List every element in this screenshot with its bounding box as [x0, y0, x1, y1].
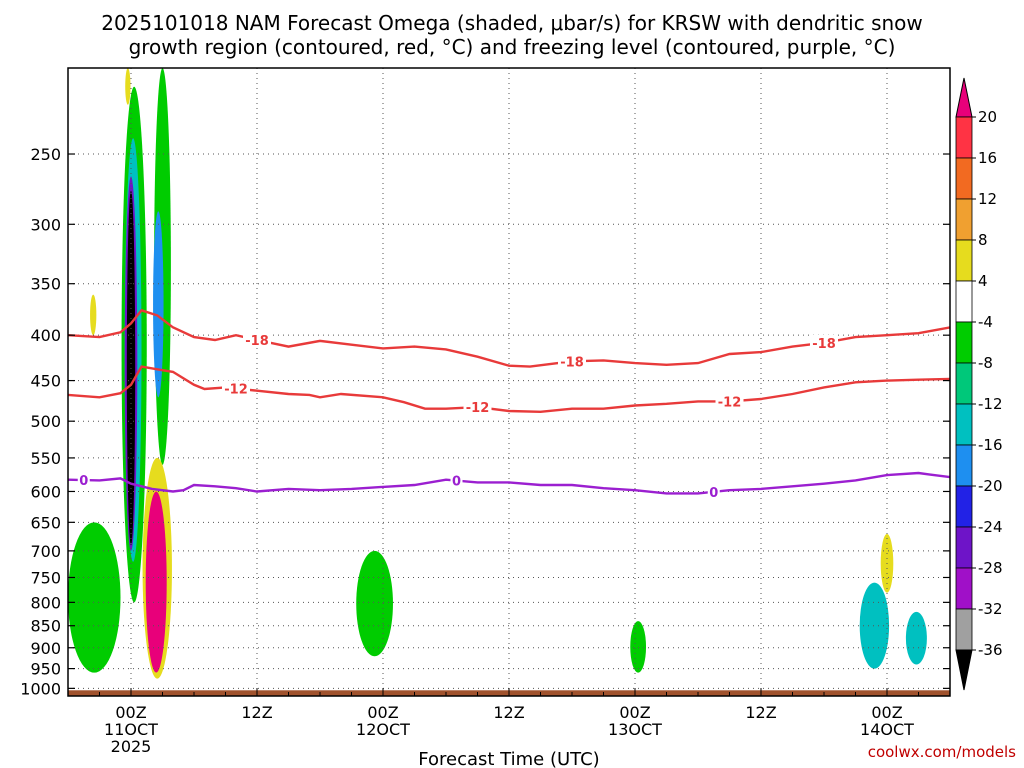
x-tick-label-line2: 13OCT [608, 720, 662, 739]
omega-region-upper-descent [125, 68, 131, 105]
y-tick-label-850: 850 [30, 617, 61, 636]
x-tick-label-line1: 00Z [115, 703, 146, 722]
y-tick-label-700: 700 [30, 542, 61, 561]
x-tick-label-line1: 00Z [367, 703, 398, 722]
y-tick-label-1000: 1000 [20, 679, 61, 698]
y-tick-label-400: 400 [30, 326, 61, 345]
colorbar-tick-label-12: 12 [978, 190, 997, 208]
colorbar-tick-label-20: 20 [978, 108, 997, 126]
contour-label-bg [558, 353, 586, 369]
colorbar-tick-label--32: -32 [978, 600, 1003, 618]
colorbar-bin--8--4 [955, 321, 973, 364]
contour-label-bg [810, 334, 838, 350]
y-tick-label-250: 250 [30, 145, 61, 164]
contour-label--18-0: -18 [245, 334, 269, 349]
contour-label--12-0: -12 [224, 382, 248, 397]
x-tick-label-line1: 12Z [745, 703, 776, 722]
contour-label-0-1: 0 [452, 475, 461, 490]
colorbar-bin-12-16 [955, 157, 973, 200]
contour-label-bg [222, 380, 250, 396]
colorbar: 20 16 12 8 4 -4 -8 -12 -16 -20 -24 -28 -32 -36 [955, 77, 1003, 691]
contour-label--18-1: -18 [560, 355, 584, 370]
y-tick-label-550: 550 [30, 449, 61, 468]
contour-label-0-0: 0 [79, 474, 88, 489]
x-tick-label-line1: 00Z [871, 703, 902, 722]
colorbar-bin-16-20 [955, 116, 973, 159]
y-tick-label-350: 350 [30, 275, 61, 294]
contour-label--18-2: -18 [812, 337, 836, 352]
x-tick-label-line2: 12OCT [356, 720, 410, 739]
x-tick-label-line3: 2025 [111, 737, 152, 756]
colorbar-tick-label-16: 16 [978, 149, 997, 167]
contour-label-0-2: 0 [709, 486, 718, 501]
colorbar-tick-label--12: -12 [978, 395, 1003, 413]
site-credit: coolwx.com/models [868, 743, 1016, 761]
colorbar-tick-label-8: 8 [978, 231, 988, 249]
y-tick-label-800: 800 [30, 593, 61, 612]
x-tick-label-line2: 14OCT [860, 720, 914, 739]
colorbar-bin-4-8 [955, 239, 973, 282]
colorbar-bottom-arrow [955, 649, 973, 691]
y-axis: 250 300 350 400 450 500 550 600 650 700 750 800 850 9… [20, 145, 950, 698]
colorbar-bin--32--28 [955, 567, 973, 610]
colorbar-bin--28--24 [955, 526, 973, 569]
y-tick-label-900: 900 [30, 639, 61, 658]
contour-label--12-2: -12 [718, 395, 742, 410]
contour-line--12 [68, 365, 950, 414]
y-tick-label-650: 650 [30, 513, 61, 532]
omega-region-ascent-13oct [630, 621, 647, 673]
x-tick-label-line2: 11OCT [104, 720, 158, 739]
contour-label-bg [715, 393, 744, 409]
colorbar-bin--24--20 [955, 485, 973, 528]
omega-region-early-descent-mid [90, 294, 97, 336]
colorbar-tick-label--36: -36 [978, 641, 1003, 659]
chart-title-line-2: growth region (contoured, red, °C) and f… [129, 35, 896, 59]
colorbar-tick-label-4: 4 [978, 272, 988, 290]
contour-line--18 [68, 308, 950, 368]
omega-region-ascent-12oct [356, 550, 393, 657]
colorbar-bin-8-12 [955, 198, 973, 241]
y-tick-label-600: 600 [30, 482, 61, 501]
x-tick-label-line1: 00Z [619, 703, 650, 722]
colorbar-tick-label--8: -8 [978, 354, 993, 372]
x-axis-label: Forecast Time (UTC) [418, 749, 599, 768]
colorbar-tick-label--24: -24 [978, 518, 1003, 536]
omega-shading [68, 68, 950, 696]
colorbar-bin--16--12 [955, 403, 973, 446]
contour-label-bg [243, 331, 271, 347]
colorbar-tick-label--28: -28 [978, 559, 1003, 577]
omega-region-ascent-14oct-a [859, 582, 890, 669]
contour-label-bg [707, 483, 720, 499]
colorbar-bin--12--8 [955, 362, 973, 405]
omega-region-early-ascent-low [68, 522, 121, 673]
colorbar-bin--4-4 [955, 280, 973, 323]
contour-label-bg [77, 472, 90, 488]
x-tick-label-line1: 12Z [493, 703, 524, 722]
colorbar-bin--20--16 [955, 444, 973, 487]
contour-labels: -18 -18 -18 -12 -12 -12 0 0 0 [77, 331, 838, 501]
y-tick-label-500: 500 [30, 412, 61, 431]
y-tick-label-950: 950 [30, 660, 61, 679]
colorbar-tick-label--20: -20 [978, 477, 1003, 495]
colorbar-bin--36--32 [955, 608, 973, 651]
colorbar-tick-label--16: -16 [978, 436, 1003, 454]
omega-region-subsidence-core [145, 491, 167, 673]
omega-region-ascent-14oct-b [905, 611, 927, 665]
y-tick-label-750: 750 [30, 568, 61, 587]
contour-label--12-1: -12 [466, 401, 490, 416]
colorbar-tick-label--4: -4 [978, 313, 993, 331]
omega-region-trailing-updraft-inner [153, 211, 164, 398]
contour-label-bg [450, 472, 463, 488]
x-tick-label-line1: 12Z [241, 703, 272, 722]
chart-title-line-1: 2025101018 NAM Forecast Omega (shaded, μ… [101, 11, 923, 35]
contour-label-bg [463, 399, 492, 415]
y-tick-label-450: 450 [30, 372, 61, 391]
grid-lines [68, 68, 950, 696]
y-tick-label-300: 300 [30, 215, 61, 234]
